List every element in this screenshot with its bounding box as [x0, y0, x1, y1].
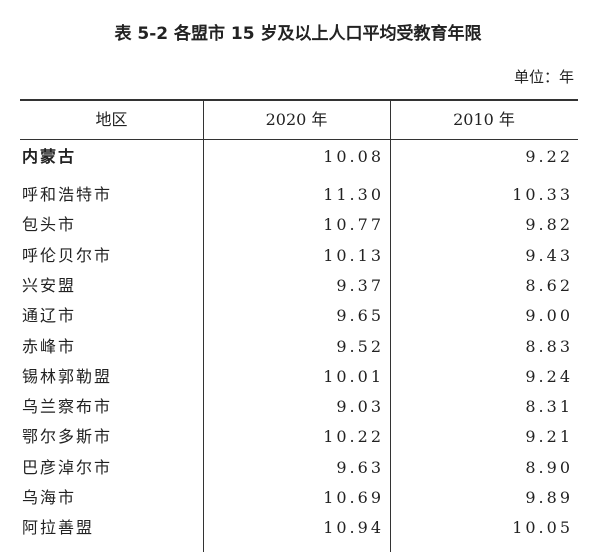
value: 10.05 [512, 518, 573, 538]
region: 鄂尔多斯市 [22, 427, 113, 447]
header-rule [20, 139, 578, 140]
region: 呼和浩特市 [22, 185, 113, 204]
region: 通辽市 [22, 306, 77, 326]
value: 8.62 [525, 275, 573, 295]
region: 呼伦贝尔市 [22, 245, 113, 265]
region: 乌兰察布市 [22, 397, 113, 417]
value: 9.24 [525, 366, 573, 386]
top-rule [20, 99, 578, 101]
region: 赤峰市 [22, 336, 77, 356]
value: 9.89 [525, 488, 573, 507]
value: 10.33 [512, 185, 573, 204]
value: 11.30 [323, 185, 384, 204]
value: 9.52 [336, 336, 384, 356]
value: 9.65 [336, 306, 384, 326]
value: 10.01 [323, 366, 384, 386]
value: 8.31 [525, 397, 573, 417]
value: 9.43 [525, 245, 573, 265]
value: 8.90 [525, 457, 573, 477]
title: 表 5-2 各盟市 15 岁及以上人口平均受教育年限 [114, 24, 482, 44]
region: 乌海市 [22, 488, 77, 507]
column-header: 2020 年 [265, 110, 328, 129]
region: 巴彦淖尔市 [22, 457, 113, 477]
value: 9.03 [336, 397, 384, 417]
value: 10.77 [323, 215, 384, 235]
region: 兴安盟 [22, 275, 77, 295]
value: 9.00 [525, 306, 573, 326]
column-header: 2010 年 [453, 110, 515, 129]
column-rule [390, 101, 391, 552]
value: 10.22 [323, 427, 384, 447]
value: 10.94 [323, 518, 384, 538]
region: 锡林郭勒盟 [22, 366, 113, 386]
region: 内蒙古 [22, 147, 77, 166]
value: 10.13 [323, 245, 384, 265]
column-header: 地区 [95, 110, 128, 129]
value: 9.21 [525, 427, 573, 447]
unit: 单位：年 [513, 68, 574, 86]
value: 9.82 [525, 215, 573, 235]
column-rule [203, 101, 204, 552]
value: 9.63 [336, 457, 384, 477]
value: 9.37 [336, 275, 384, 295]
value: 10.08 [323, 147, 384, 166]
region: 包头市 [22, 215, 77, 235]
value: 8.83 [525, 336, 573, 356]
region: 阿拉善盟 [22, 518, 95, 538]
value: 9.22 [525, 147, 573, 166]
value: 10.69 [323, 488, 384, 507]
